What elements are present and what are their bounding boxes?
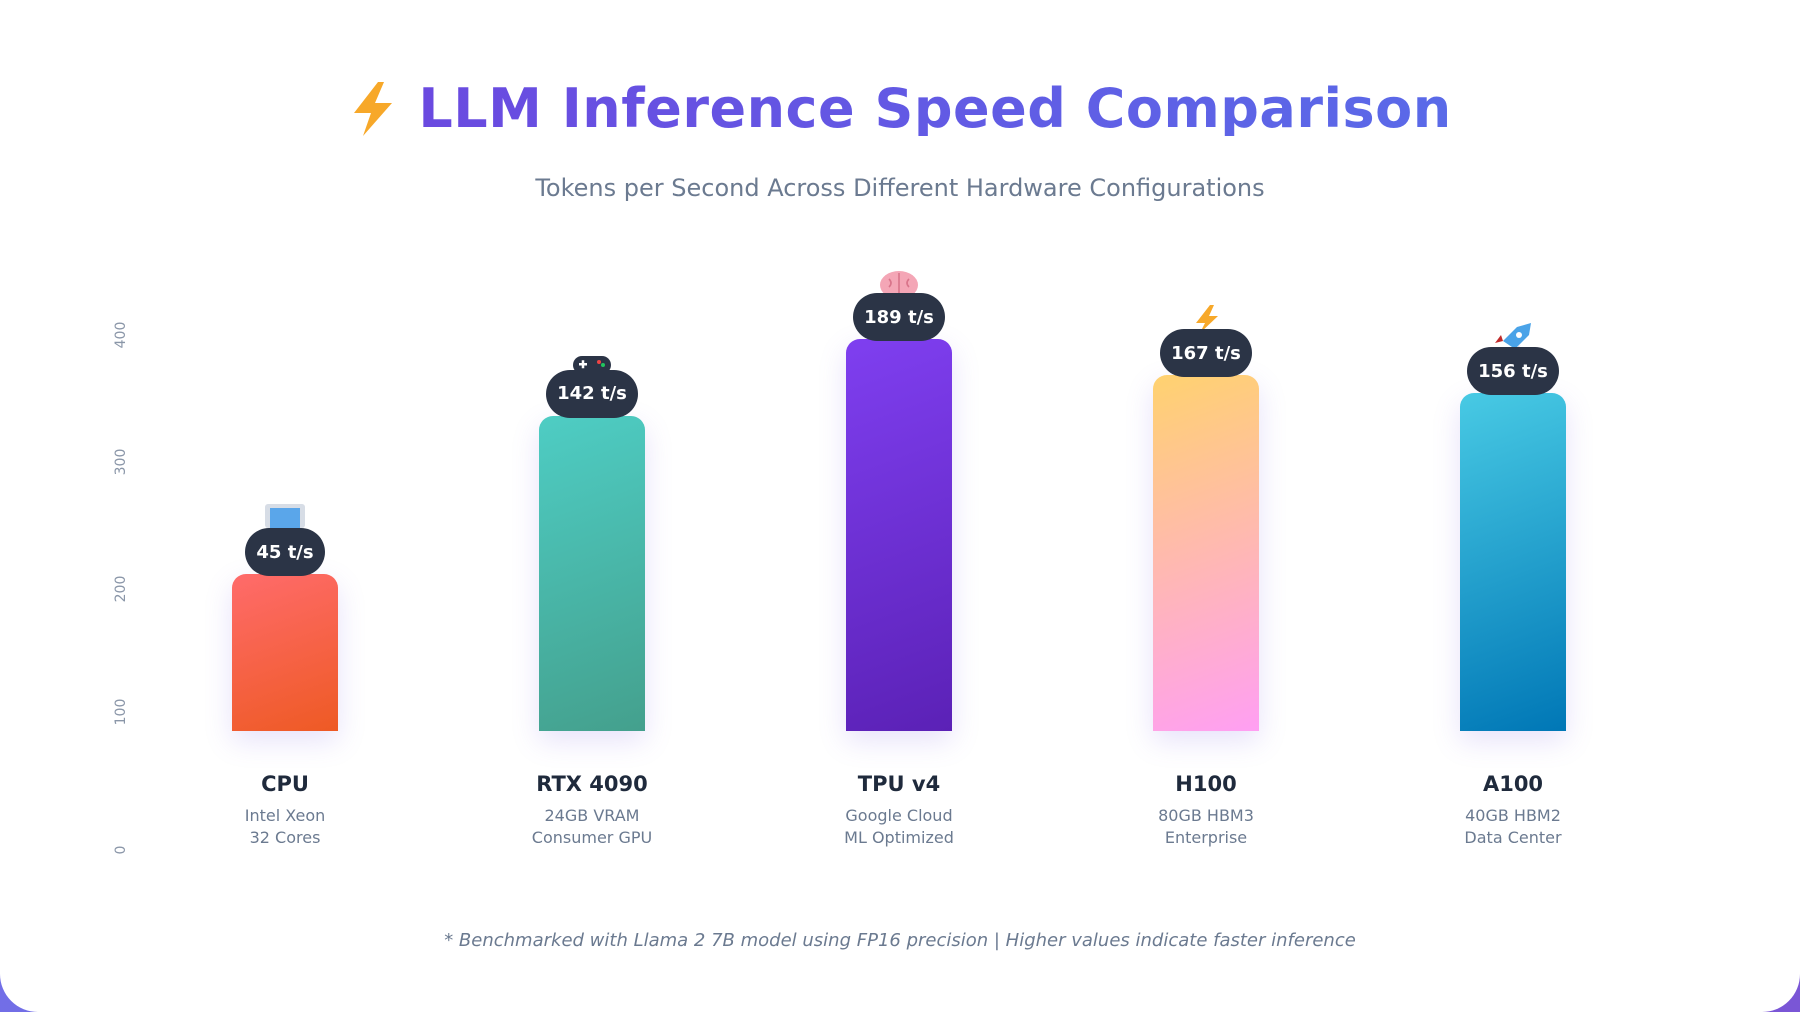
value-label: 142 t/s	[546, 369, 638, 418]
y-tick-text: 0	[113, 845, 129, 855]
category-label: CPU	[261, 772, 309, 796]
y-tick-text: 300	[113, 448, 129, 476]
category-description: 80GB HBM3	[1158, 806, 1254, 825]
computer-icon	[265, 504, 305, 528]
category-description: 24GB VRAM	[544, 806, 640, 825]
bar-a100	[1460, 393, 1566, 731]
category-description: Enterprise	[1164, 828, 1248, 847]
y-tick-label: 200	[108, 559, 134, 619]
chart-subtitle: Tokens per Second Across Different Hardw…	[535, 174, 1265, 202]
title-row: LLM Inference Speed Comparison	[0, 80, 1800, 138]
value-label: 45 t/s	[245, 528, 325, 576]
value-label: 167 t/s	[1160, 329, 1252, 378]
y-tick-label: 300	[108, 432, 134, 492]
y-tick-text: 200	[113, 575, 129, 603]
footnote: * Benchmarked with Llama 2 7B model usin…	[444, 930, 1356, 951]
brain-icon	[880, 271, 918, 298]
category-description: Google Cloud	[845, 806, 953, 825]
y-tick-label: 400	[108, 305, 134, 365]
y-tick-label: 0	[108, 820, 134, 880]
category-label: RTX 4090	[536, 772, 648, 796]
bar-rtx-4090	[539, 415, 645, 731]
bar-h100	[1153, 375, 1259, 731]
category-description: Consumer GPU	[531, 828, 653, 847]
y-tick-label: 100	[108, 682, 134, 742]
y-tick-text: 400	[113, 321, 129, 349]
value-label: 189 t/s	[853, 293, 945, 342]
category-description: ML Optimized	[844, 828, 954, 847]
bar-cpu	[232, 574, 338, 731]
category-description: 40GB HBM2	[1465, 806, 1561, 825]
bar-tpu-v4	[846, 339, 952, 731]
y-tick-text: 100	[113, 698, 129, 726]
category-description: Data Center	[1464, 828, 1562, 847]
category-description: 32 Cores	[249, 828, 321, 847]
category-description: Intel Xeon	[244, 806, 326, 825]
gamepad-icon	[573, 355, 611, 374]
value-label: 156 t/s	[1467, 347, 1559, 396]
lightning-icon	[354, 82, 393, 136]
category-label: A100	[1482, 772, 1544, 796]
category-label: H100	[1175, 772, 1237, 796]
category-label: TPU v4	[857, 772, 941, 796]
chart-title: LLM Inference Speed Comparison	[418, 77, 1452, 140]
lightning-icon	[1196, 305, 1218, 334]
